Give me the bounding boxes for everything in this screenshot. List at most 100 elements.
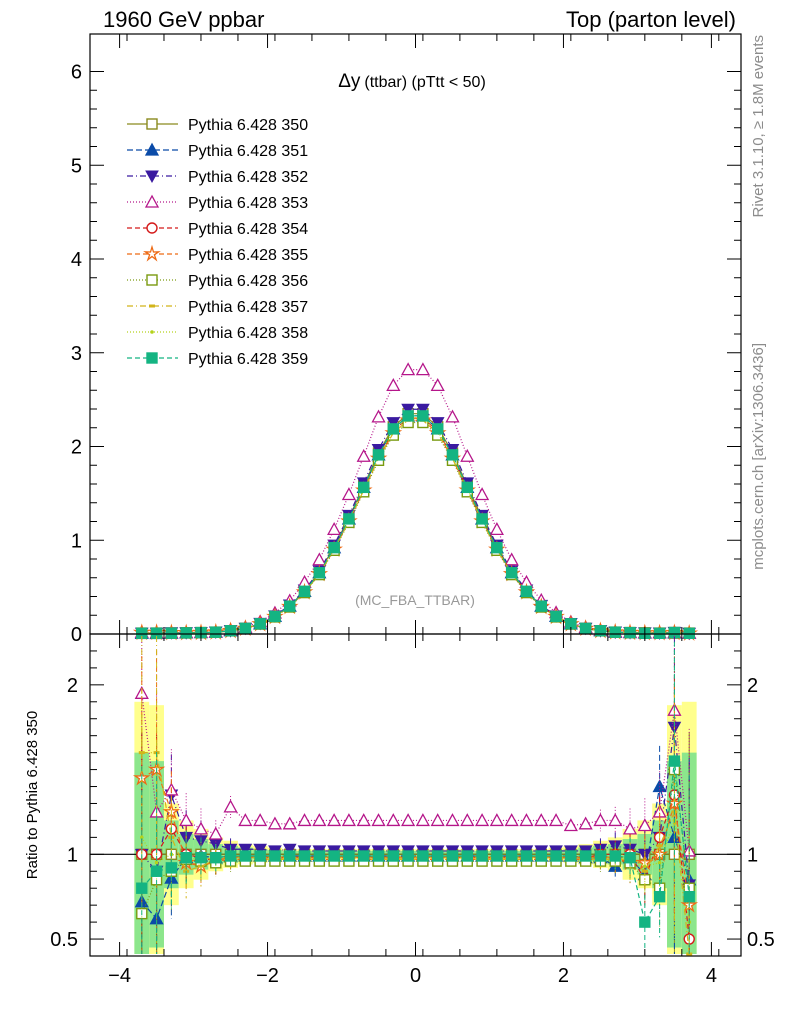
ratio-point xyxy=(668,755,681,767)
ratio-point xyxy=(239,850,252,862)
data-point xyxy=(224,625,237,637)
legend-label: Pythia 6.428 353 xyxy=(188,195,308,212)
ratio-point xyxy=(639,916,651,928)
ratio-point xyxy=(208,826,223,840)
ratio-point xyxy=(656,844,663,848)
data-point xyxy=(401,403,415,417)
ratio-point xyxy=(489,813,504,827)
y-tick-label: 5 xyxy=(71,155,82,177)
ratio-point xyxy=(491,850,503,862)
ratio-point xyxy=(254,850,266,862)
data-point xyxy=(461,481,473,494)
ratio-point xyxy=(284,850,296,862)
ratio-point xyxy=(282,843,297,857)
data-point xyxy=(313,567,326,579)
data-point xyxy=(402,410,414,422)
side-rivet-label: Rivet 3.1.10, ≥ 1.8M events xyxy=(750,35,767,218)
main-y-axis: 0 1 2 3 4 5 6 xyxy=(71,62,741,646)
ratio-point xyxy=(415,813,430,827)
ratio-point xyxy=(637,818,652,832)
data-point xyxy=(460,448,475,462)
legend-label: Pythia 6.428 356 xyxy=(188,273,308,290)
ratio-point xyxy=(643,864,647,868)
legend-label: Pythia 6.428 359 xyxy=(188,351,308,368)
ratio-point xyxy=(195,852,207,864)
ratio-point xyxy=(223,799,238,813)
ratio-point xyxy=(460,813,475,827)
ratio-tick-label: 1 xyxy=(67,844,78,866)
ratio-point xyxy=(505,850,518,862)
ratio-point xyxy=(238,843,253,857)
data-point xyxy=(284,600,296,612)
legend: Pythia 6.428 350 Pythia 6.428 351 Pythia 6… xyxy=(127,117,308,368)
ratio-point xyxy=(224,850,237,862)
legend-label: Pythia 6.428 355 xyxy=(188,247,308,264)
data-point xyxy=(358,481,370,494)
ratio-point xyxy=(210,852,222,864)
ratio-point xyxy=(657,860,662,865)
ratio-point xyxy=(180,852,192,864)
ratio-point xyxy=(136,882,148,894)
ratio-point xyxy=(578,816,593,830)
ratio-point xyxy=(298,850,311,862)
chart-title-sub: (ttbar) (pTtt < 50) xyxy=(364,74,485,91)
ratio-tick-label: 0.5 xyxy=(50,929,78,951)
legend-label: Pythia 6.428 358 xyxy=(188,325,308,342)
data-point xyxy=(328,541,340,554)
data-point xyxy=(624,626,636,639)
data-point xyxy=(609,626,621,638)
ratio-line xyxy=(141,820,690,923)
data-point xyxy=(401,362,416,376)
data-point xyxy=(474,487,490,501)
ratio-point xyxy=(238,813,253,827)
ratio-point xyxy=(402,850,414,862)
legend-marker xyxy=(150,330,154,334)
ratio-point xyxy=(165,862,178,874)
ratio-point xyxy=(401,813,416,827)
data-point xyxy=(386,378,401,392)
header-right: Top (parton level) xyxy=(566,7,736,32)
ratio-point xyxy=(139,835,144,840)
ratio-tick-label-right: 1 xyxy=(747,844,758,866)
ratio-point xyxy=(297,813,312,827)
ratio-point xyxy=(282,816,297,830)
data-point xyxy=(489,522,504,536)
y-tick-label: 1 xyxy=(71,530,82,552)
ratio-tick-label: 2 xyxy=(67,675,78,697)
data-point xyxy=(504,552,519,566)
ratio-ylabel: Ratio to Pythia 6.428 350 xyxy=(24,711,41,879)
data-point xyxy=(416,403,430,417)
data-point xyxy=(165,627,178,639)
ratio-point xyxy=(387,850,400,862)
ratio-point xyxy=(267,816,283,830)
data-point xyxy=(476,513,488,525)
y-tick-label: 3 xyxy=(71,343,82,365)
data-point xyxy=(445,409,460,423)
side-mcplots-label: mcplots.cern.ch [arXiv:1306.3436] xyxy=(750,343,767,570)
main-panel: 0 1 2 3 4 5 6 Δy (ttbar) (pTtt < 50) (MC_FBA_TT… xyxy=(71,33,742,646)
ratio-point xyxy=(386,813,401,827)
x-tick-label: −2 xyxy=(256,965,279,987)
ratio-point xyxy=(622,821,638,835)
data-point xyxy=(415,362,430,376)
x-tick-label: −4 xyxy=(108,965,131,987)
data-point xyxy=(269,610,281,623)
data-point xyxy=(550,610,562,623)
ratio-point xyxy=(150,865,163,877)
ratio-point xyxy=(548,813,564,827)
ratio-point xyxy=(193,821,209,835)
legend-label: Pythia 6.428 350 xyxy=(188,117,308,134)
ratio-point xyxy=(519,813,534,827)
legend-label: Pythia 6.428 357 xyxy=(188,299,308,316)
data-point xyxy=(210,626,222,638)
legend-marker xyxy=(146,222,158,234)
data-point xyxy=(312,552,327,566)
ratio-point xyxy=(593,813,608,827)
ratio-point xyxy=(446,850,459,862)
y-tick-label: 0 xyxy=(71,624,82,646)
ratio-point xyxy=(520,850,533,862)
ratio-point xyxy=(356,813,371,827)
ratio-point xyxy=(563,818,578,832)
data-point xyxy=(254,618,266,630)
